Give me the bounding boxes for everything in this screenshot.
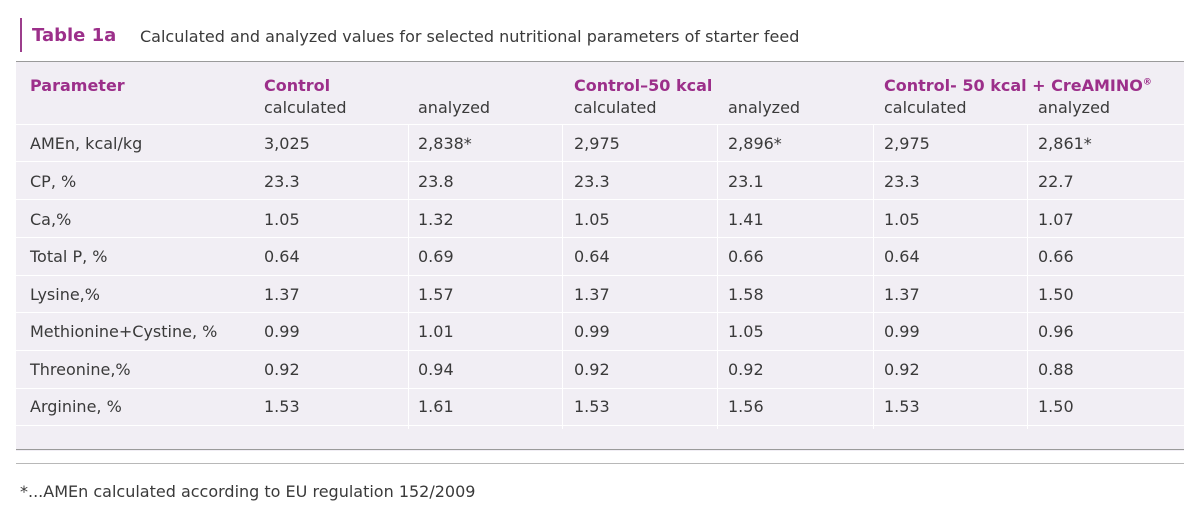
table-top-rule: [16, 61, 1184, 62]
column-separator: [873, 124, 874, 429]
table-cell: 1.05: [264, 210, 300, 229]
table-cell: 0.69: [418, 247, 454, 266]
row-parameter: CP, %: [30, 172, 77, 191]
column-separator: [1027, 124, 1028, 429]
header-creamino-calculated: calculated: [884, 98, 967, 117]
table-cell: 0.92: [884, 360, 920, 379]
table-cell: 1.58: [728, 285, 764, 304]
table-cell: 1.61: [418, 397, 454, 416]
table-cell: 1.05: [884, 210, 920, 229]
table-number: Table 1a: [32, 25, 117, 46]
footnote: *...AMEn calculated according to EU regu…: [20, 482, 476, 501]
table-cell: 0.64: [574, 247, 610, 266]
table-cell: 0.99: [264, 322, 300, 341]
table-cell: 1.50: [1038, 397, 1074, 416]
row-parameter: Ca,%: [30, 210, 72, 229]
row-parameter: Lysine,%: [30, 285, 100, 304]
table-cell: 1.07: [1038, 210, 1074, 229]
table-cell: 0.92: [264, 360, 300, 379]
header-group-creamino-label: Control- 50 kcal + CreAMINO: [884, 76, 1143, 95]
table-cell: 1.32: [418, 210, 454, 229]
header-parameter: Parameter: [30, 76, 125, 95]
header-control-50kcal-analyzed: analyzed: [728, 98, 801, 117]
header-creamino-analyzed: analyzed: [1038, 98, 1111, 117]
row-parameter: Total P, %: [30, 247, 108, 266]
row-separator: [16, 388, 1184, 389]
row-separator: [16, 350, 1184, 351]
table-cell: 0.92: [574, 360, 610, 379]
table-cell: 23.1: [728, 172, 764, 191]
table-cell: 23.3: [884, 172, 920, 191]
row-separator: [16, 124, 1184, 125]
table-title: Calculated and analyzed values for selec…: [140, 27, 800, 46]
table-cell: 1.53: [264, 397, 300, 416]
table-cell: 0.99: [884, 322, 920, 341]
table-cell: 0.92: [728, 360, 764, 379]
table-caption: Table 1a Calculated and analyzed values …: [20, 10, 1190, 52]
column-separator: [562, 124, 563, 429]
column-separator: [717, 124, 718, 429]
table-cell: 1.57: [418, 285, 454, 304]
header-group-creamino: Control- 50 kcal + CreAMINO®: [884, 76, 1152, 95]
row-parameter: AMEn, kcal/kg: [30, 134, 143, 153]
row-parameter: Methionine+Cystine, %: [30, 322, 218, 341]
table-cell: 0.66: [728, 247, 764, 266]
table-cell: 23.3: [264, 172, 300, 191]
table-cell: 0.96: [1038, 322, 1074, 341]
caption-accent-bar: [20, 18, 22, 52]
table-cell: 1.01: [418, 322, 454, 341]
table-cell: 0.99: [574, 322, 610, 341]
table-cell: 2,838*: [418, 134, 472, 153]
table-bottom-rule: [16, 449, 1184, 450]
table-cell: 1.37: [264, 285, 300, 304]
table-cell: 2,975: [884, 134, 930, 153]
table-cell: 2,975: [574, 134, 620, 153]
table-cell: 1.05: [728, 322, 764, 341]
table-cell: 1.37: [884, 285, 920, 304]
row-separator: [16, 199, 1184, 200]
table-cell: 2,896*: [728, 134, 782, 153]
table-cell: 1.56: [728, 397, 764, 416]
table-cell: 1.37: [574, 285, 610, 304]
table-panel: [16, 62, 1184, 451]
table-cell: 23.8: [418, 172, 454, 191]
header-group-control-50kcal: Control–50 kcal: [574, 76, 713, 95]
footnote-rule: [16, 463, 1184, 464]
table-cell: 2,861*: [1038, 134, 1092, 153]
table-cell: 1.53: [574, 397, 610, 416]
table-cell: 0.94: [418, 360, 454, 379]
header-control-analyzed: analyzed: [418, 98, 491, 117]
row-parameter: Arginine, %: [30, 397, 122, 416]
table-cell: 22.7: [1038, 172, 1074, 191]
column-separator: [408, 124, 409, 429]
row-parameter: Threonine,%: [30, 360, 131, 379]
row-separator: [16, 425, 1184, 426]
row-separator: [16, 312, 1184, 313]
table-cell: 0.64: [884, 247, 920, 266]
table-cell: 0.64: [264, 247, 300, 266]
table-cell: 1.50: [1038, 285, 1074, 304]
table-cell: 0.88: [1038, 360, 1074, 379]
header-group-control: Control: [264, 76, 331, 95]
table-cell: 3,025: [264, 134, 310, 153]
table-cell: 23.3: [574, 172, 610, 191]
registered-mark: ®: [1142, 77, 1152, 88]
header-control-calculated: calculated: [264, 98, 347, 117]
table-cell: 1.53: [884, 397, 920, 416]
table-cell: 1.41: [728, 210, 764, 229]
row-separator: [16, 161, 1184, 162]
row-separator: [16, 237, 1184, 238]
header-control-50kcal-calculated: calculated: [574, 98, 657, 117]
row-separator: [16, 275, 1184, 276]
table-cell: 0.66: [1038, 247, 1074, 266]
table-cell: 1.05: [574, 210, 610, 229]
